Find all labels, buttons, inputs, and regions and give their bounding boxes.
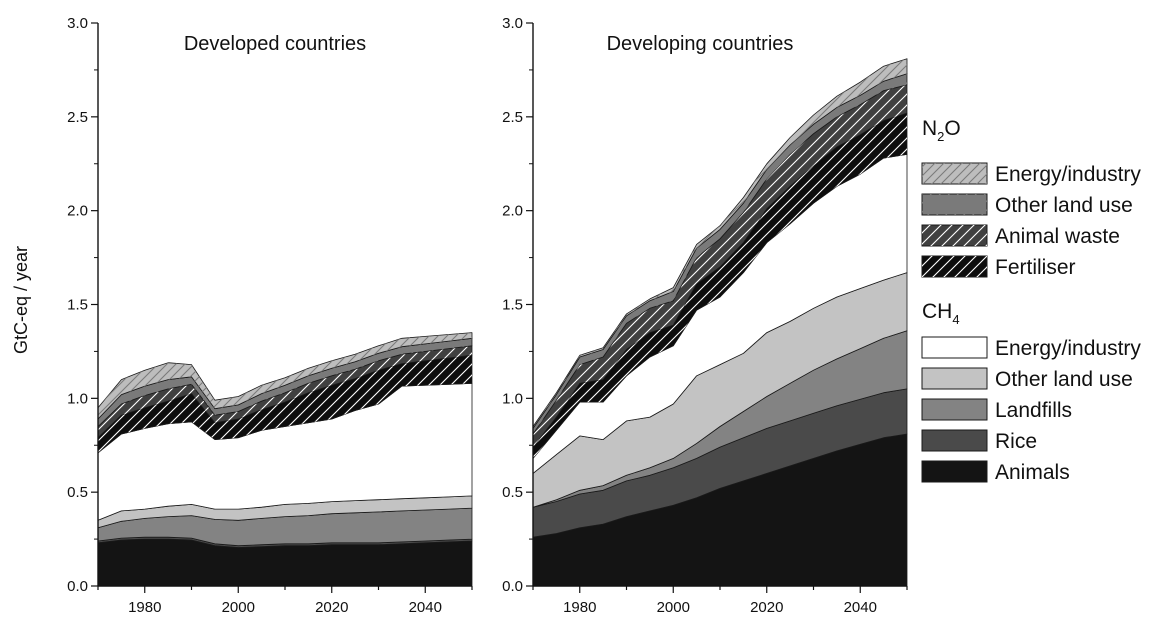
legend: N2O Energy/industry Other land use Animal w… [921,117,1141,484]
area-hatch-fertiliser [533,113,907,459]
legend-ch4-swatch-animals [921,460,988,483]
legend-n2o-heading: N2O [922,117,961,144]
legend-n2o-label-fertiliser: Fertiliser [995,256,1076,279]
legend-ch4-swatch-landfills [921,398,988,421]
area-hatch-fertiliser [98,355,472,453]
legend-ch4-heading: CH4 [922,300,960,327]
area-hatch-n2o_other_land_use [98,338,472,427]
area-hatch-animal_waste [533,84,907,448]
area-animals [97,538,473,587]
y-tick-label: 3.0 [67,15,88,32]
y-tick-label: 1.0 [67,390,88,407]
y-tick-label: 2.5 [502,109,523,126]
legend-n2o-label-n2o_energy_industry: Energy/industry [995,163,1141,186]
y-tick-label: 2.0 [502,203,523,220]
x-tick-label: 2000 [222,599,255,616]
legend-n2o-label-n2o_other_land_use: Other land use [995,194,1133,217]
y-tick-label: 0.5 [67,484,88,501]
x-tick-label: 2000 [657,599,690,616]
legend-n2o-swatch-hatch-n2o_other_land_use [922,194,987,215]
plot-developing-countries: 0.0 0.5 1.0 1.5 2.0 2.5 3.0 1980 2000 2020 2040 Dev… [502,15,908,616]
y-tick-label: 2.5 [67,109,88,126]
x-tick-label: 2040 [409,599,442,616]
y-tick-label: 3.0 [502,15,523,32]
legend-n2o-label-animal_waste: Animal waste [995,225,1120,248]
legend-n2o-swatch-hatch-fertiliser [922,256,987,277]
legend-ch4-label-ch4_energy_industry: Energy/industry [995,337,1141,360]
legend-ch4-label-landfills: Landfills [995,399,1072,422]
y-tick-label: 0.0 [67,578,88,595]
legend-ch4-label-rice: Rice [995,430,1037,453]
plot-developed-countries: 0.0 0.5 1.0 1.5 2.0 2.5 3.0 1980 2000 2020 2040 Dev… [67,15,473,616]
x-tick-label: 1980 [563,599,596,616]
y-tick-label: 1.5 [502,297,523,314]
panel-title: Developed countries [184,33,366,55]
y-tick-label: 0.0 [502,578,523,595]
panel-title: Developing countries [607,33,794,55]
legend-ch4-label-animals: Animals [995,461,1070,484]
legend-ch4-swatch-rice [921,429,988,452]
area-hatch-n2o_energy_industry [98,332,472,419]
legend-ch4-label-ch4_other_land_use: Other land use [995,368,1133,391]
x-tick-label: 2020 [315,599,348,616]
legend-n2o-swatch-hatch-n2o_energy_industry [922,163,987,184]
area-hatch-animal_waste [98,345,472,438]
legend-n2o-swatch-hatch-animal_waste [922,225,987,246]
y-tick-label: 1.5 [67,297,88,314]
y-tick-label: 0.5 [502,484,523,501]
legend-ch4-swatch-ch4_energy_industry [921,336,988,359]
x-tick-label: 2040 [844,599,877,616]
legend-ch4-swatch-ch4_other_land_use [921,367,988,390]
y-tick-label: 2.0 [67,203,88,220]
y-axis-title: GtC-eq / year [11,246,31,354]
x-tick-label: 1980 [128,599,161,616]
y-tick-label: 1.0 [502,390,523,407]
x-tick-label: 2020 [750,599,783,616]
